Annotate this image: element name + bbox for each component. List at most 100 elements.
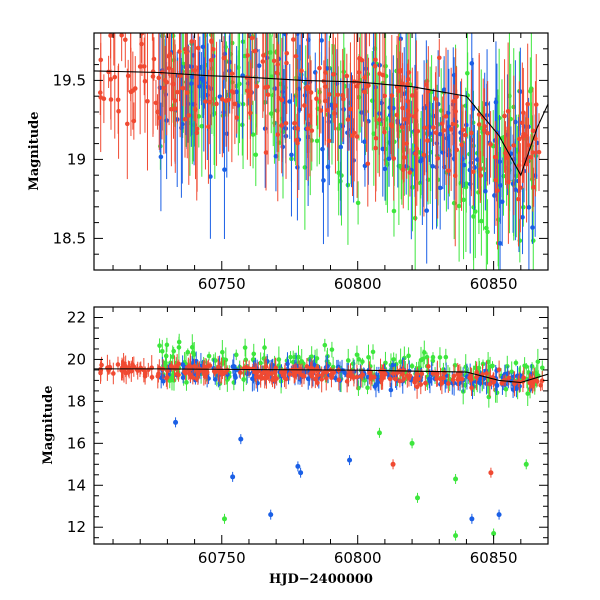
green-data-point xyxy=(539,365,545,371)
green-data-point xyxy=(525,391,531,396)
blue-data-point xyxy=(526,205,532,210)
green-data-point xyxy=(322,342,328,348)
green-data-point xyxy=(314,356,320,361)
red-data-point xyxy=(326,138,332,144)
red-data-point xyxy=(192,363,197,369)
red-data-point xyxy=(520,134,526,140)
red-data-point xyxy=(406,70,412,75)
red-data-point xyxy=(150,74,156,79)
blue-data-point xyxy=(191,53,197,58)
blue-data-point xyxy=(463,122,469,128)
bottom-y-axis-title: Magnitude xyxy=(41,385,56,464)
red-data-point xyxy=(372,63,378,69)
blue-data-point xyxy=(272,86,278,91)
green-data-point xyxy=(170,354,176,359)
red-data-point xyxy=(250,366,256,372)
red-data-point xyxy=(526,142,531,148)
red-data-point xyxy=(404,141,409,146)
red-data-point xyxy=(485,130,490,136)
red-data-point xyxy=(530,383,535,389)
blue-data-point xyxy=(441,87,447,92)
red-data-point xyxy=(348,106,353,112)
red-data-point xyxy=(382,93,387,99)
red-data-point xyxy=(175,89,180,95)
green-data-point xyxy=(253,152,259,158)
x-tick-label: 60750 xyxy=(198,275,246,293)
red-data-point xyxy=(502,113,507,119)
red-data-point xyxy=(295,126,300,131)
blue-data-point xyxy=(312,362,317,368)
blue-data-point xyxy=(342,370,348,376)
green-outlier-point xyxy=(376,430,382,436)
red-data-point xyxy=(207,363,213,368)
red-data-point xyxy=(192,68,197,73)
model-light-curve xyxy=(94,368,548,384)
red-data-point xyxy=(451,373,457,379)
red-data-point xyxy=(299,68,304,74)
green-data-point xyxy=(465,70,470,76)
red-data-point xyxy=(517,136,522,142)
y-tick-label: 12 xyxy=(67,518,86,536)
green-outlier-point xyxy=(415,495,421,501)
red-data-point xyxy=(341,96,346,102)
green-data-point xyxy=(430,354,436,360)
blue-data-point xyxy=(320,146,325,152)
red-data-point xyxy=(112,16,117,21)
y-tick-label: 18 xyxy=(67,392,86,410)
red-data-point xyxy=(123,364,128,369)
blue-data-point xyxy=(483,188,488,194)
green-data-point xyxy=(463,103,469,109)
blue-outlier-point xyxy=(347,457,353,463)
red-data-point xyxy=(435,371,440,376)
red-data-point xyxy=(302,103,307,108)
red-data-point xyxy=(287,372,293,377)
green-data-point xyxy=(345,358,351,363)
red-data-point xyxy=(520,120,525,126)
green-data-point xyxy=(503,386,509,392)
blue-data-point xyxy=(289,152,294,158)
x-tick-label: 60850 xyxy=(470,275,518,293)
blue-data-point xyxy=(189,74,195,80)
red-data-point xyxy=(371,374,377,380)
green-data-point xyxy=(336,126,341,131)
red-data-point xyxy=(274,376,279,381)
red-data-point xyxy=(183,50,189,55)
top-tick-labels: 60750 60800 60850 18.5 19 19.5 xyxy=(53,71,518,293)
green-data-point xyxy=(288,354,293,360)
red-data-point xyxy=(296,370,302,375)
green-data-point xyxy=(480,361,486,367)
x-tick-label: 60750 xyxy=(198,549,246,567)
red-data-point xyxy=(400,81,405,87)
red-data-point xyxy=(128,23,133,28)
green-data-point xyxy=(281,22,286,27)
red-data-point xyxy=(471,169,476,175)
blue-data-point xyxy=(345,130,350,136)
top-panel: 60750 60800 60850 18.5 19 19.5 Magnitude xyxy=(27,16,549,293)
y-tick-label: 19 xyxy=(67,150,86,168)
red-data-point xyxy=(195,45,201,51)
bottom-data-points xyxy=(98,333,545,541)
top-data-points xyxy=(97,16,542,270)
green-data-point xyxy=(171,348,176,354)
red-data-point xyxy=(459,376,465,382)
green-outlier-point xyxy=(453,476,459,482)
blue-data-point xyxy=(338,144,344,150)
red-data-point xyxy=(106,69,111,75)
red-data-point xyxy=(357,56,362,61)
red-data-point xyxy=(366,83,371,88)
red-data-point xyxy=(474,370,479,375)
red-data-point xyxy=(405,76,411,82)
blue-data-point xyxy=(256,63,262,69)
red-data-point xyxy=(125,121,130,127)
red-data-point xyxy=(402,117,407,122)
green-data-point xyxy=(456,203,462,209)
red-data-point xyxy=(496,367,502,372)
green-data-point xyxy=(521,204,526,210)
green-data-point xyxy=(345,182,351,188)
green-data-point xyxy=(391,208,397,214)
blue-outlier-point xyxy=(238,436,244,442)
green-data-point xyxy=(487,364,493,369)
blue-data-point xyxy=(366,118,371,124)
bottom-tick-labels: 60750 60800 60850 12 14 16 18 20 22 xyxy=(67,308,518,567)
top-model-curve xyxy=(94,70,548,177)
